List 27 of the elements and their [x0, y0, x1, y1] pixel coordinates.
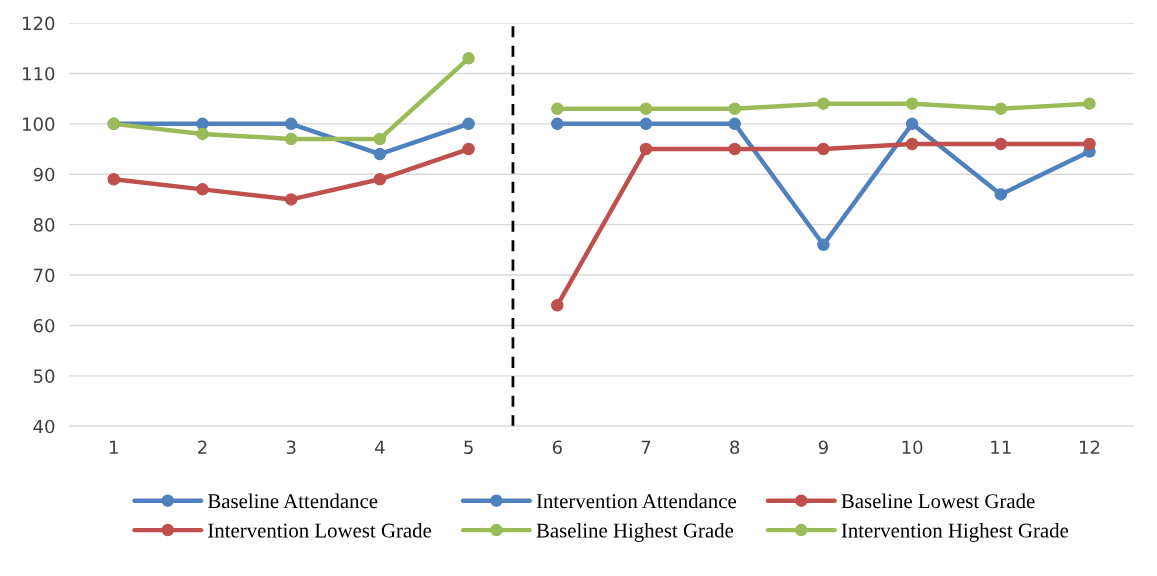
legend-label: Intervention Attendance — [536, 493, 736, 509]
y-tick-label: 70 — [34, 268, 55, 283]
x-tick-label: 9 — [818, 440, 828, 455]
x-tick-label: 12 — [1080, 440, 1100, 454]
x-tick-label: 3 — [286, 440, 296, 455]
x-tick-label: 4 — [375, 440, 385, 454]
legend-label: Baseline Highest Grade — [536, 522, 734, 542]
x-tick-label: 5 — [464, 440, 473, 455]
y-tick-label: 90 — [33, 167, 55, 182]
x-tick-label: 10 — [902, 440, 923, 455]
y-tick-label: 60 — [33, 318, 55, 333]
x-tick-label: 2 — [198, 440, 207, 454]
legend-label: Intervention Lowest Grade — [208, 522, 432, 538]
y-tick-label: 80 — [33, 218, 55, 232]
y-tick-label: 110 — [23, 66, 55, 81]
legend-label: Baseline Lowest Grade — [841, 493, 1035, 509]
x-tick-label: 7 — [641, 440, 651, 454]
y-tick-label: 120 — [23, 16, 55, 31]
x-tick-label: 11 — [991, 440, 1011, 454]
legend-label: Baseline Attendance — [207, 493, 378, 509]
x-tick-label: 8 — [730, 440, 740, 455]
x-tick-label: 1 — [110, 440, 118, 454]
y-tick-label: 100 — [23, 117, 55, 131]
y-tick-label: 40 — [33, 419, 55, 434]
legend-label: Intervention Highest Grade — [841, 522, 1069, 542]
y-tick-label: 50 — [33, 369, 55, 383]
x-tick-label: 6 — [552, 440, 562, 455]
